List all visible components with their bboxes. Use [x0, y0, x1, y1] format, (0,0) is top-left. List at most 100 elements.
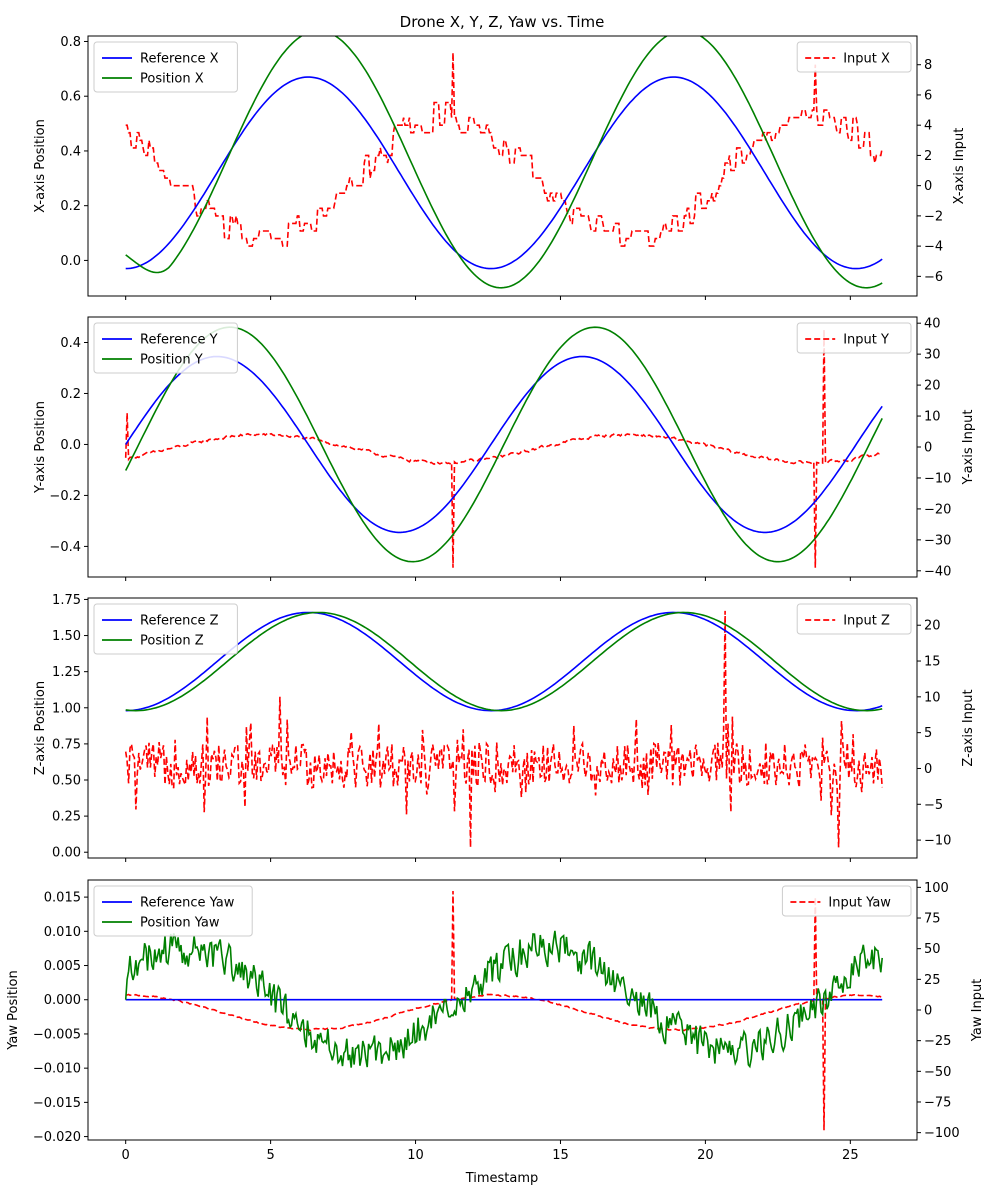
y-tick-label-left: 1.50	[52, 629, 81, 644]
legend: Reference Yaw Position Yaw	[93, 885, 253, 937]
y-tick-label-right: −40	[924, 564, 951, 579]
y-tick-label-right: 100	[924, 881, 949, 896]
legend: Reference X Position X	[93, 41, 238, 93]
y-tick-label-left: 0.2	[60, 199, 81, 214]
series-position	[125, 611, 883, 712]
legend-box	[93, 885, 253, 937]
y-axis-label-left: X-axis Position	[33, 119, 48, 213]
y-tick-label-right: −10	[924, 834, 951, 849]
y-tick-label-right: −30	[924, 533, 951, 548]
axes-frame	[87, 879, 918, 1141]
y-tick-label-right: 0	[924, 179, 932, 194]
subplot-4: 0 5 10 15 20 25 −0.020 −0.015 −0.010 −0.005 0.000 0…	[6, 879, 985, 1163]
legend: Reference Y Position Y	[93, 322, 238, 374]
plot-area	[125, 36, 883, 289]
y-tick-label-right: 10	[924, 410, 941, 425]
y-tick-label-left: −0.020	[33, 1130, 81, 1145]
plot-area	[124, 890, 883, 1131]
y-tick-label-right: 2	[924, 149, 932, 164]
legend-label: Position Yaw	[140, 916, 220, 931]
axes-frame	[87, 597, 918, 859]
y-tick-label-right: 50	[924, 942, 941, 957]
legend: Input Z	[796, 603, 912, 635]
y-axis-label-right: Z-axis Input	[961, 689, 976, 766]
y-tick-label-left: 0.0	[60, 254, 81, 269]
x-tick-label: 15	[552, 1148, 569, 1163]
y-tick-label-left: 0.00	[52, 846, 81, 861]
x-tick-label: 5	[266, 1148, 274, 1163]
y-tick-label-left: 0.6	[60, 90, 81, 105]
y-tick-label-right: −75	[924, 1095, 951, 1110]
y-tick-label-right: 75	[924, 912, 941, 927]
legend-label: Reference Z	[140, 614, 219, 629]
subplot-2: −0.4 −0.2 0.0 0.2 0.4 −40 −30 −20 −10 0 10 20 30 40 Y-…	[33, 316, 976, 581]
legend-label: Position Y	[140, 353, 203, 368]
y-tick-label-right: 6	[924, 88, 932, 103]
legend: Reference Z Position Z	[93, 603, 238, 655]
legend-box	[93, 41, 238, 93]
y-tick-label-left: 0.25	[52, 810, 81, 825]
legend-label: Input Y	[843, 333, 889, 348]
legend-label: Position X	[140, 72, 204, 87]
x-tick-label: 10	[407, 1148, 424, 1163]
legend-label: Input Z	[843, 614, 890, 629]
legend-box	[796, 322, 912, 354]
y-tick-label-left: 0.0	[60, 438, 81, 453]
series-position	[124, 930, 883, 1069]
y-tick-label-right: 5	[924, 726, 932, 741]
series-reference	[125, 611, 883, 712]
y-tick-label-right: 30	[924, 348, 941, 363]
y-tick-label-left: 0.75	[52, 737, 81, 752]
legend-box	[93, 322, 238, 374]
x-tick-label: 0	[122, 1148, 130, 1163]
legend-label: Position Z	[140, 634, 204, 649]
y-tick-label-right: 0	[924, 1004, 932, 1019]
y-tick-label-right: 20	[924, 379, 941, 394]
x-axis-label: Timestamp	[465, 1171, 539, 1186]
series-position	[124, 326, 883, 563]
y-axis-label-left: Yaw Position	[6, 970, 21, 1051]
y-tick-label-left: −0.015	[33, 1096, 81, 1111]
y-tick-label-left: −0.005	[33, 1027, 81, 1042]
y-tick-label-right: 10	[924, 690, 941, 705]
y-tick-label-left: −0.4	[49, 540, 81, 555]
y-tick-label-left: −0.010	[33, 1062, 81, 1077]
y-axis-label-right: X-axis Input	[952, 128, 967, 205]
axes-frame	[87, 316, 918, 578]
plot-area	[124, 610, 883, 848]
legend: Input Yaw	[781, 885, 912, 917]
legend-box	[93, 603, 238, 655]
axes-frame	[87, 35, 918, 297]
y-tick-label-right: −6	[924, 270, 943, 285]
series-input	[124, 329, 883, 568]
y-tick-label-right: 40	[924, 317, 941, 332]
y-tick-label-left: −0.2	[49, 489, 81, 504]
legend: Input Y	[796, 322, 912, 354]
y-tick-label-right: 15	[924, 655, 941, 670]
series-input	[125, 890, 883, 1131]
y-tick-label-right: 4	[924, 119, 932, 134]
y-tick-label-left: 0.4	[60, 144, 81, 159]
y-tick-label-left: 1.25	[52, 665, 81, 680]
y-tick-label-left: 0.4	[60, 336, 81, 351]
y-axis-label-right: Yaw Input	[970, 979, 985, 1043]
legend-box	[796, 41, 912, 73]
y-tick-label-right: −10	[924, 471, 951, 486]
y-tick-label-right: 20	[924, 619, 941, 634]
y-axis-label-left: Y-axis Position	[33, 401, 48, 494]
x-tick-label: 25	[842, 1148, 859, 1163]
y-tick-label-right: −50	[924, 1065, 951, 1080]
y-axis-label-right: Y-axis Input	[961, 410, 976, 486]
legend-box	[781, 885, 912, 917]
series-reference	[125, 355, 883, 534]
y-tick-label-left: 0.015	[44, 891, 81, 906]
y-tick-label-left: 0.2	[60, 387, 81, 402]
figure-title: Drone X, Y, Z, Yaw vs. Time	[400, 13, 605, 31]
y-tick-label-right: −5	[924, 798, 943, 813]
y-tick-label-left: 0.000	[44, 993, 81, 1008]
y-tick-label-left: 0.50	[52, 774, 81, 789]
subplot-1: 0.0 0.2 0.4 0.6 0.8 −6 −4 −2 0 2 4 6 8 X-axis Positio…	[33, 35, 967, 300]
y-tick-label-right: 0	[924, 762, 932, 777]
y-tick-label-left: 1.75	[52, 593, 81, 608]
